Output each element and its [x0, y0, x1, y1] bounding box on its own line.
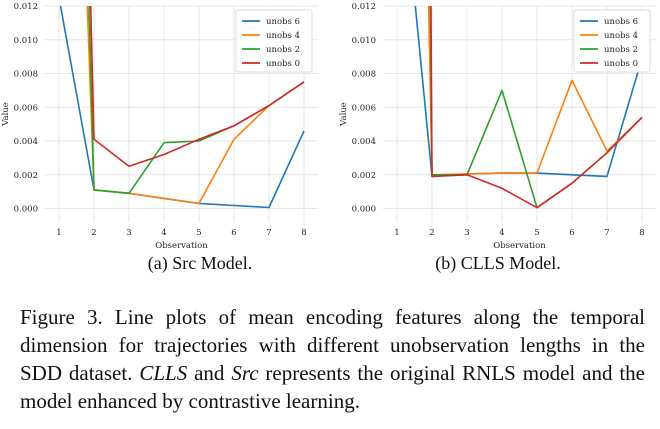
series-line-unobs-0 [89, 6, 305, 168]
x-tick-label: 6 [569, 228, 574, 238]
x-tick-label: 4 [499, 228, 504, 238]
x-tick-label: 3 [464, 228, 469, 238]
x-tick-label: 3 [126, 228, 131, 238]
legend-label: unobs 4 [604, 31, 638, 41]
y-tick-label: 0.006 [352, 103, 376, 113]
figure-charts: 0.000 0.002 0.004 0.006 0.008 0.010 0.012 1 2 3 4 5… [1, 2, 656, 251]
subcaption-b: (b) CLLS Model. [435, 253, 561, 273]
legend-label: unobs 0 [266, 59, 300, 69]
x-tick-label: 8 [639, 228, 644, 238]
x-tick-label: 2 [91, 228, 96, 238]
legend-box [235, 9, 313, 73]
y-tick-label: 0.004 [14, 137, 38, 147]
y-tick-label: 0.012 [352, 2, 376, 12]
x-tick-label: 7 [604, 228, 609, 238]
series-line-unobs-0 [430, 6, 643, 209]
y-tick-label: 0.008 [352, 70, 376, 80]
caption-text-1: Figure 3. Line plots of mean encoding fe… [20, 305, 645, 385]
legend-label: unobs 4 [266, 31, 300, 41]
legend: unobs 6 unobs 4 unobs 2 unobs 0 [573, 9, 651, 73]
x-axis-label: Observation [493, 241, 546, 251]
x-tick-label: 8 [301, 228, 306, 238]
y-tick-label: 0.012 [14, 2, 38, 12]
x-tick-label: 2 [429, 228, 434, 238]
x-tick-label: 7 [266, 228, 271, 238]
chart-panel-b: 0.000 0.002 0.004 0.006 0.008 0.010 0.012 1 2 3 4 5… [339, 2, 656, 251]
legend: unobs 6 unobs 4 unobs 2 unobs 0 [235, 9, 313, 73]
y-tick-label: 0.006 [14, 103, 38, 113]
caption-term-clls: CLLS [139, 361, 188, 385]
x-tick-label: 1 [394, 228, 399, 238]
y-tick-label: 0.000 [14, 205, 38, 215]
x-tick-label: 4 [161, 228, 166, 238]
caption-text-and: and [187, 361, 232, 385]
y-tick-label: 0.010 [352, 36, 376, 46]
y-tick-label: 0.004 [352, 137, 376, 147]
chart-panel-a: 0.000 0.002 0.004 0.006 0.008 0.010 0.012 1 2 3 4 5… [1, 2, 318, 251]
subcaption-a: (a) Src Model. [147, 253, 253, 273]
caption-text-2: represents the original RNLS model and t… [20, 361, 645, 413]
x-tick-label: 5 [534, 228, 539, 238]
x-tick-label: 1 [56, 228, 61, 238]
figure-caption: Figure 3. Line plots of mean encoding fe… [20, 303, 645, 415]
legend-label: unobs 0 [604, 59, 638, 69]
x-tick-label: 5 [196, 228, 201, 238]
y-tick-label: 0.002 [14, 171, 38, 181]
y-tick-label: 0.010 [14, 36, 38, 46]
legend-box [573, 9, 651, 73]
caption-term-src: Src [231, 361, 259, 385]
y-axis-label: Value [339, 102, 349, 127]
x-tick-label: 6 [231, 228, 236, 238]
y-tick-label: 0.008 [14, 70, 38, 80]
legend-label: unobs 2 [266, 45, 300, 55]
legend-label: unobs 6 [604, 17, 638, 27]
x-axis-label: Observation [155, 241, 208, 251]
y-axis-label: Value [1, 102, 11, 127]
legend-label: unobs 2 [604, 45, 638, 55]
y-tick-label: 0.002 [352, 171, 376, 181]
legend-label: unobs 6 [266, 17, 300, 27]
y-tick-label: 0.000 [352, 205, 376, 215]
